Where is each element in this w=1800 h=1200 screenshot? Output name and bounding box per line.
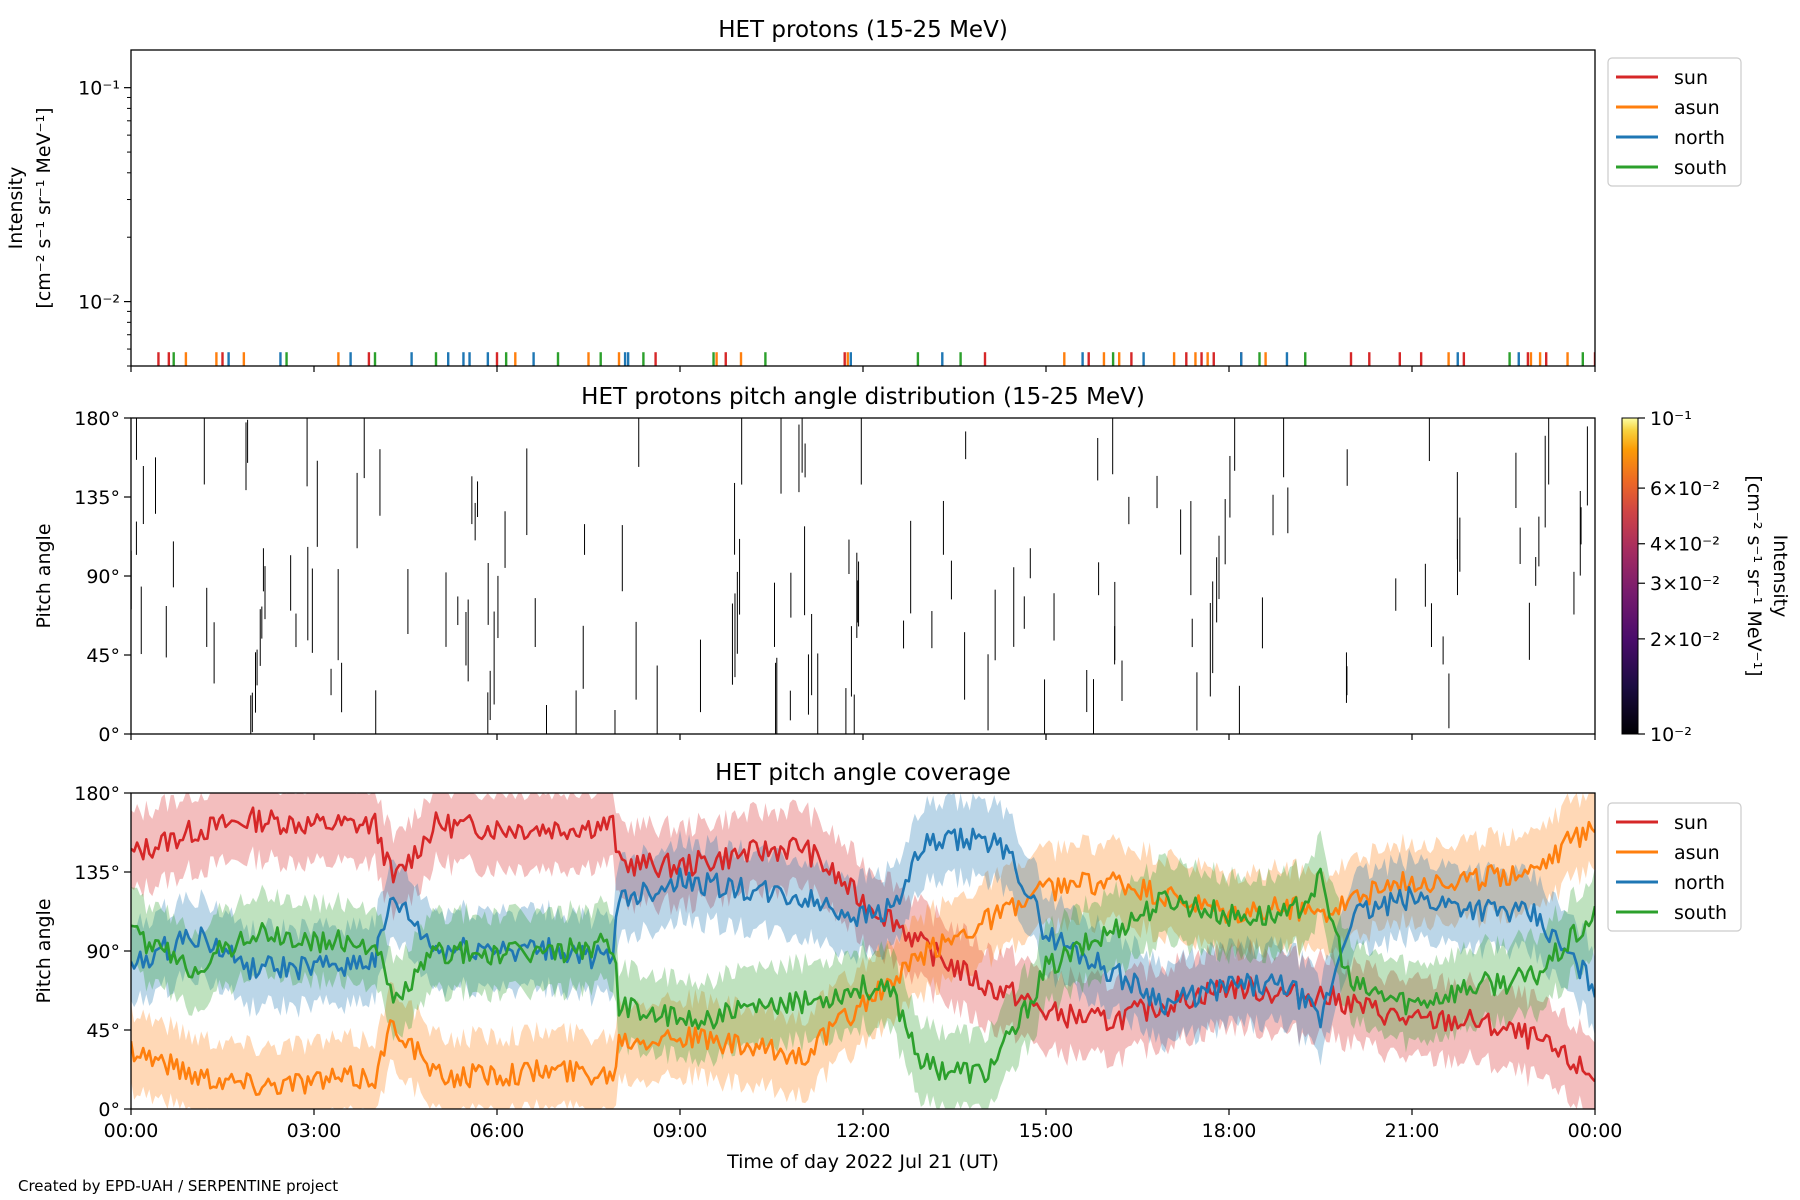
legend-label-south: south xyxy=(1674,157,1727,179)
panel2-frame xyxy=(130,417,1596,735)
legend-label-asun: asun xyxy=(1674,842,1720,864)
legend-label-sun: sun xyxy=(1674,67,1708,89)
panel1-frame xyxy=(130,49,1596,367)
legend-label-south: south xyxy=(1674,902,1727,924)
panel3-ylabel: Pitch angle xyxy=(33,898,55,1003)
x-tick-label: 06:00 xyxy=(470,1120,525,1142)
x-tick-label: 03:00 xyxy=(287,1120,342,1142)
y-tick-label: 0° xyxy=(98,724,120,746)
legend-box xyxy=(1607,57,1742,187)
panel-intensity: HET protons (15-25 MeV) 10⁻¹ 10⁻² Intensi… xyxy=(5,17,1742,372)
colorbar-tick-label: 10⁻¹ xyxy=(1650,408,1692,430)
legend-label-sun: sun xyxy=(1674,812,1708,834)
band-south xyxy=(131,830,1595,1109)
band-asun xyxy=(131,793,1595,1109)
line-sun xyxy=(131,806,1595,1083)
panel2-title: HET protons pitch angle distribution (15… xyxy=(581,384,1145,410)
band-sun xyxy=(131,793,1595,1109)
y-tick-label: 135° xyxy=(74,487,120,509)
legend-intensity: sun asun north south xyxy=(1607,57,1742,187)
x-axis-label: Time of day 2022 Jul 21 (UT) xyxy=(726,1151,999,1173)
legend-label-asun: asun xyxy=(1674,97,1720,119)
panel1-ylabel-line1: Intensity xyxy=(5,167,27,250)
y-tick-label: 135° xyxy=(74,862,120,884)
x-tick-label: 15:00 xyxy=(1019,1120,1074,1142)
legend-box xyxy=(1607,802,1742,932)
legend-coverage: sun asun north south xyxy=(1607,802,1742,932)
colorbar-label-line1: Intensity xyxy=(1769,535,1791,618)
y-tick-label: 45° xyxy=(86,1020,120,1042)
colorbar xyxy=(1621,417,1639,735)
credit-footer: Created by EPD-UAH / SERPENTINE project xyxy=(18,1177,338,1195)
y-tick-label: 45° xyxy=(86,645,120,667)
panel-pitch-angle-distribution: HET protons pitch angle distribution (15… xyxy=(33,384,1791,746)
y-tick-label: 180° xyxy=(74,783,120,805)
x-tick-label: 09:00 xyxy=(653,1120,708,1142)
panel1-title: HET protons (15-25 MeV) xyxy=(718,17,1008,43)
line-north xyxy=(131,827,1595,1029)
legend-label-north: north xyxy=(1674,127,1725,149)
x-tick-label: 18:00 xyxy=(1202,1120,1257,1142)
y-tick-label: 10⁻¹ xyxy=(78,78,120,100)
colorbar-tick-label: 10⁻² xyxy=(1650,724,1692,746)
x-tick-label: 00:00 xyxy=(104,1120,159,1142)
y-tick-label: 90° xyxy=(86,941,120,963)
x-tick-label: 00:00 xyxy=(1568,1120,1623,1142)
x-tick-label: 12:00 xyxy=(836,1120,891,1142)
x-tick-label: 21:00 xyxy=(1385,1120,1440,1142)
panel2-ylabel: Pitch angle xyxy=(33,523,55,628)
colorbar-tick-label: 4×10⁻² xyxy=(1650,534,1720,556)
colorbar-tick-label: 3×10⁻² xyxy=(1650,573,1720,595)
legend-label-north: north xyxy=(1674,872,1725,894)
line-asun xyxy=(131,820,1595,1096)
y-tick-label: 10⁻² xyxy=(78,292,120,314)
y-tick-label: 180° xyxy=(74,408,120,430)
panel3-frame xyxy=(130,792,1596,1110)
panel-pitch-angle-coverage: HET pitch angle coverage 00:00 03:00 06:00… xyxy=(33,760,1742,1173)
colorbar-tick-label: 6×10⁻² xyxy=(1650,478,1720,500)
line-south xyxy=(131,867,1595,1084)
colorbar-label-line2: [cm⁻² s⁻¹ sr⁻¹ MeV⁻¹] xyxy=(1743,475,1765,676)
panel3-title: HET pitch angle coverage xyxy=(715,760,1011,786)
panel1-ylabel-line2: [cm⁻² s⁻¹ sr⁻¹ MeV⁻¹] xyxy=(33,107,55,308)
colorbar-tick-label: 2×10⁻² xyxy=(1650,629,1720,651)
y-tick-label: 0° xyxy=(98,1099,120,1121)
y-tick-label: 90° xyxy=(86,566,120,588)
band-north xyxy=(131,793,1595,1066)
